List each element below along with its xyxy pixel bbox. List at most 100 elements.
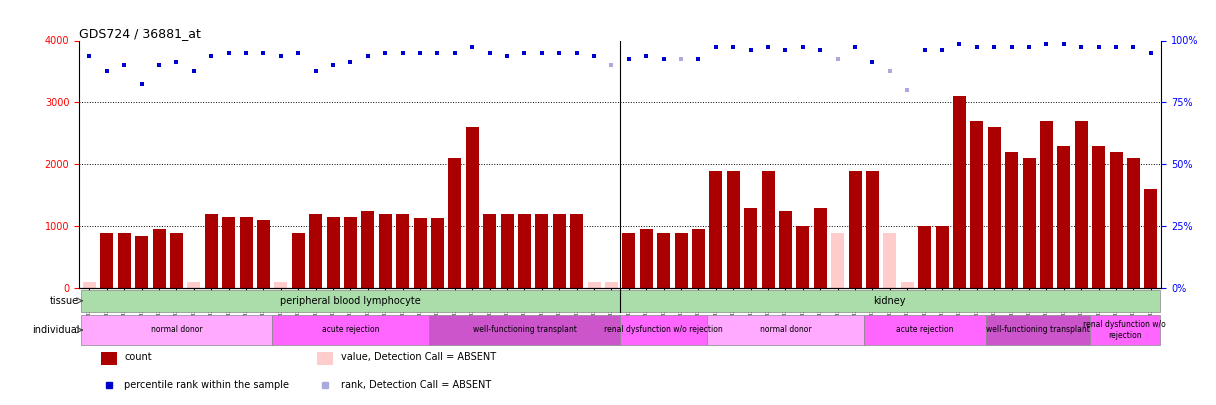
Bar (272, 315, 429, 345)
Bar (987, 127, 1001, 288)
Bar (1058, 146, 1070, 288)
Point (828, 56, 848, 62)
Bar (623, 232, 636, 288)
Point (410, 50, 429, 56)
Bar (1075, 121, 1088, 288)
Point (533, 50, 552, 56)
Bar (483, 214, 496, 288)
Bar (361, 211, 375, 288)
Point (688, 56, 708, 62)
Text: count: count (124, 352, 152, 362)
Point (428, 50, 447, 56)
Bar (620, 290, 1160, 312)
Bar (80, 290, 620, 312)
Bar (692, 230, 705, 288)
Bar (501, 214, 513, 288)
Bar (814, 208, 827, 288)
Bar (204, 214, 218, 288)
Bar (187, 282, 201, 288)
Point (759, 43, 778, 50)
Bar (430, 218, 444, 288)
Text: well-functioning transplant: well-functioning transplant (473, 326, 576, 335)
Point (97, 68, 117, 75)
Bar (985, 315, 1090, 345)
Bar (744, 208, 758, 288)
Bar (1040, 121, 1053, 288)
Bar (317, 352, 333, 365)
Bar (640, 230, 653, 288)
Text: GDS724 / 36881_at: GDS724 / 36881_at (79, 28, 201, 40)
Point (150, 62, 169, 68)
Point (671, 56, 691, 62)
Bar (727, 171, 739, 288)
Text: renal dysfunction w/o rejection: renal dysfunction w/o rejection (604, 326, 724, 335)
Bar (309, 214, 322, 288)
Bar (327, 217, 339, 288)
Bar (570, 214, 584, 288)
Text: kidney: kidney (873, 296, 906, 306)
Point (1002, 43, 1021, 50)
Bar (535, 214, 548, 288)
Bar (761, 171, 775, 288)
Bar (901, 282, 913, 288)
Point (167, 59, 186, 66)
Bar (118, 232, 131, 288)
Bar (101, 232, 113, 288)
Bar (970, 121, 984, 288)
Bar (466, 127, 479, 288)
Point (967, 43, 986, 50)
Point (376, 50, 395, 56)
Bar (708, 315, 863, 345)
Text: peripheral blood lymphocyte: peripheral blood lymphocyte (280, 296, 421, 306)
Text: acute rejection: acute rejection (896, 326, 953, 335)
Point (654, 56, 674, 62)
Point (862, 59, 882, 66)
Point (184, 68, 203, 75)
Point (462, 43, 482, 50)
Bar (953, 96, 966, 288)
Point (741, 47, 760, 53)
Text: rank, Detection Call = ABSENT: rank, Detection Call = ABSENT (340, 380, 491, 390)
Point (602, 62, 621, 68)
Bar (1023, 158, 1036, 288)
Point (880, 68, 900, 75)
Text: tissue: tissue (50, 296, 79, 306)
Point (359, 53, 378, 59)
Text: normal donor: normal donor (151, 326, 202, 335)
Point (133, 81, 152, 87)
Bar (429, 315, 620, 345)
Point (793, 43, 812, 50)
Point (1054, 40, 1074, 47)
Point (1071, 43, 1091, 50)
Bar (849, 171, 862, 288)
Bar (553, 214, 565, 288)
Point (1141, 50, 1160, 56)
Point (340, 59, 360, 66)
Point (1124, 43, 1143, 50)
Point (567, 50, 586, 56)
Text: well-functioning transplant: well-functioning transplant (986, 326, 1090, 335)
Bar (918, 226, 931, 288)
Bar (170, 232, 182, 288)
Point (636, 53, 655, 59)
Point (1037, 40, 1057, 47)
Bar (449, 158, 461, 288)
Bar (135, 236, 148, 288)
Text: acute rejection: acute rejection (322, 326, 379, 335)
Bar (1127, 158, 1139, 288)
Bar (83, 282, 96, 288)
Point (811, 47, 831, 53)
Point (1107, 43, 1126, 50)
Point (724, 43, 743, 50)
Bar (101, 352, 117, 365)
Bar (292, 232, 305, 288)
Point (706, 43, 726, 50)
Bar (866, 171, 879, 288)
Point (219, 50, 238, 56)
Bar (1109, 152, 1122, 288)
Bar (709, 171, 722, 288)
Bar (257, 220, 270, 288)
Point (776, 47, 795, 53)
Bar (1144, 189, 1158, 288)
Bar (344, 217, 358, 288)
